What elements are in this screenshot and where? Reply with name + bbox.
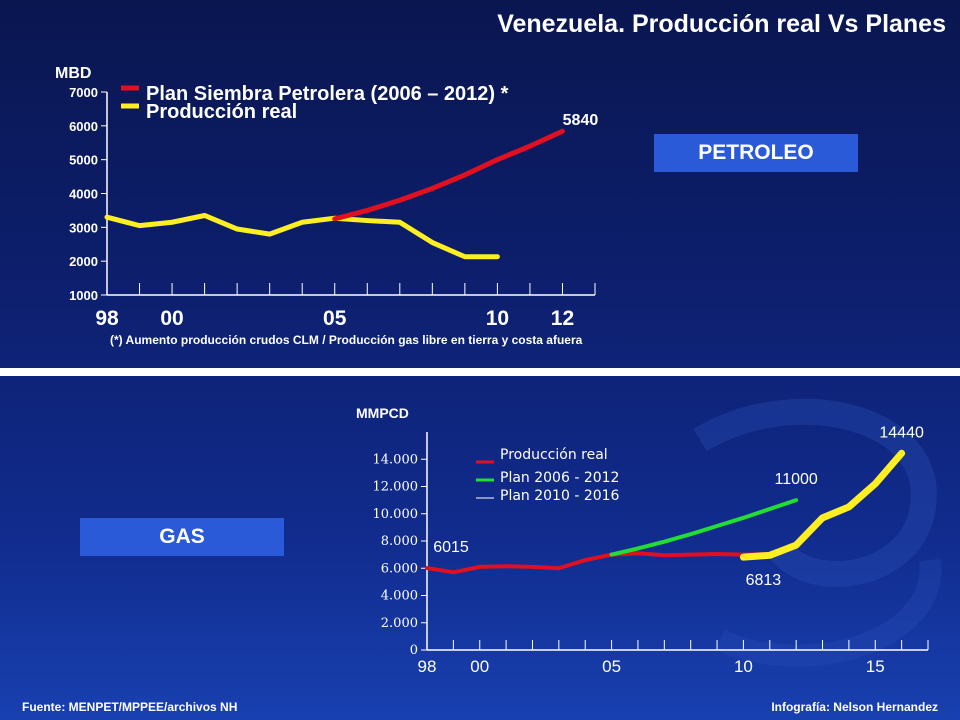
oil-y-tick-label: 5000 bbox=[69, 153, 98, 168]
gas-y-tick-label: 14.000 bbox=[373, 452, 419, 467]
gas-data-label: 6015 bbox=[433, 539, 469, 556]
gas-data-label: 6813 bbox=[746, 572, 782, 589]
gas-y-tick-label: 8.000 bbox=[381, 534, 418, 549]
oil-x-tick-label: 00 bbox=[160, 307, 183, 330]
oil-y-tick-label: 7000 bbox=[69, 85, 98, 100]
oil-x-tick-label: 12 bbox=[551, 307, 574, 330]
oil-y-axis-label: MBD bbox=[55, 65, 91, 82]
oil-x-tick-label: 98 bbox=[95, 307, 119, 330]
gas-x-tick-label: 05 bbox=[602, 657, 621, 676]
gas-section-label: GAS bbox=[80, 518, 284, 556]
oil-x-tick-label: 05 bbox=[323, 307, 347, 330]
gas-y-axis-label: MMPCD bbox=[356, 405, 409, 421]
gas-x-tick-label: 98 bbox=[418, 657, 437, 676]
gas-y-tick-label: 12.000 bbox=[373, 480, 419, 495]
source-note: Fuente: MENPET/MPPEE/archivos NH bbox=[22, 700, 238, 714]
oil-y-tick-label: 2000 bbox=[69, 254, 98, 269]
oil-series-line bbox=[104, 212, 500, 260]
gas-y-tick-label: 2.000 bbox=[381, 616, 418, 631]
gas-data-label: 14440 bbox=[879, 424, 924, 441]
section-divider bbox=[0, 368, 960, 376]
gas-y-tick-label: 0 bbox=[410, 643, 418, 658]
oil-data-label: 5840 bbox=[563, 112, 599, 129]
oil-y-tick-label: 4000 bbox=[69, 187, 98, 202]
oil-section-label: PETROLEO bbox=[654, 134, 858, 172]
oil-y-tick-label: 6000 bbox=[69, 119, 98, 134]
gas-legend-label: Producción real bbox=[500, 447, 608, 463]
gas-series-line bbox=[739, 449, 906, 561]
gas-y-tick-label: 4.000 bbox=[381, 589, 418, 604]
oil-y-tick-label: 3000 bbox=[69, 220, 98, 235]
credit-note: Infografía: Nelson Hernandez bbox=[771, 700, 938, 714]
oil-y-tick-label: 1000 bbox=[69, 288, 98, 303]
oil-legend-label: Producción real bbox=[146, 101, 297, 123]
gas-x-tick-label: 15 bbox=[866, 657, 885, 676]
gas-legend-label: Plan 2006 - 2012 bbox=[500, 470, 619, 486]
footnote: (*) Aumento producción crudos CLM / Prod… bbox=[110, 333, 583, 347]
page-title: Venezuela. Producción real Vs Planes bbox=[497, 10, 946, 38]
oil-legend-label: Plan Siembra Petrolera (2006 – 2012) * bbox=[146, 83, 509, 105]
gas-y-tick-label: 6.000 bbox=[381, 561, 418, 576]
gas-y-tick-label: 10.000 bbox=[373, 507, 419, 522]
gas-x-tick-label: 10 bbox=[734, 657, 753, 676]
gas-series-line bbox=[425, 551, 772, 575]
gas-x-tick-label: 00 bbox=[470, 657, 489, 676]
background-swirl bbox=[693, 398, 942, 667]
gas-series-line bbox=[609, 498, 799, 557]
gas-legend-label: Plan 2010 - 2016 bbox=[500, 488, 620, 504]
oil-series-line bbox=[332, 128, 565, 222]
oil-x-tick-label: 10 bbox=[486, 307, 509, 330]
gas-data-label: 11000 bbox=[775, 471, 818, 488]
